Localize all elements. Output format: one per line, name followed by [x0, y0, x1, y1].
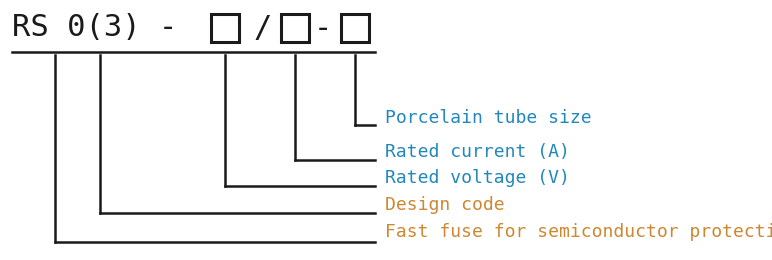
Text: Rated current (A): Rated current (A)	[385, 143, 570, 161]
Text: Porcelain tube size: Porcelain tube size	[385, 109, 591, 127]
Bar	[341, 14, 369, 42]
Text: Rated voltage (V): Rated voltage (V)	[385, 169, 570, 187]
Text: Design code: Design code	[385, 196, 505, 214]
Text: RS 0(3) -: RS 0(3) -	[12, 14, 178, 42]
Text: Fast fuse for semiconductor protection: Fast fuse for semiconductor protection	[385, 223, 772, 241]
Bar	[211, 14, 239, 42]
Bar	[281, 14, 309, 42]
Text: /: /	[254, 14, 273, 42]
Text: -: -	[313, 14, 332, 42]
